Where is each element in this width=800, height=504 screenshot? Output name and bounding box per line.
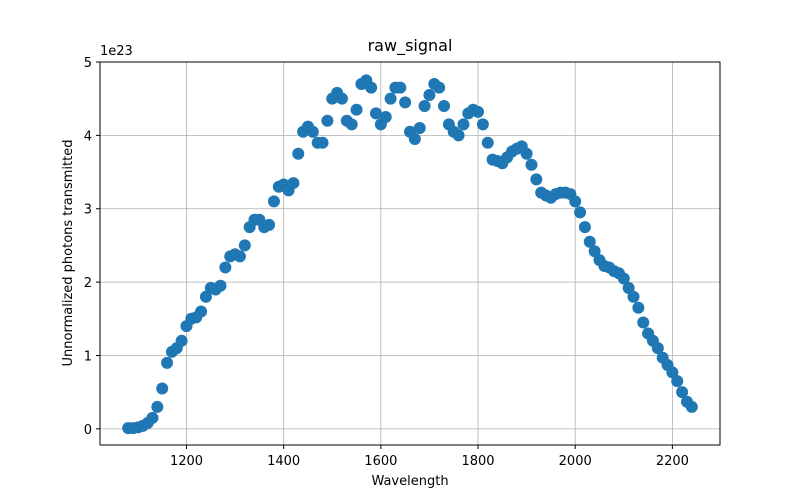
point [418, 100, 431, 113]
y-tick-label: 1 [84, 349, 92, 364]
point [399, 96, 412, 109]
point [365, 81, 378, 94]
point [199, 290, 212, 303]
point [476, 118, 489, 131]
point [369, 107, 382, 120]
x-tick-label: 1200 [170, 454, 203, 469]
point [335, 92, 348, 105]
point [379, 111, 392, 124]
point [316, 136, 329, 149]
point [574, 206, 587, 219]
point [161, 356, 174, 369]
point [452, 129, 465, 142]
point [423, 89, 436, 102]
point [666, 366, 679, 379]
x-tick-label: 1600 [364, 454, 397, 469]
point [472, 105, 485, 118]
x-tick-label: 2000 [559, 454, 592, 469]
point [632, 301, 645, 314]
y-tick-label: 3 [84, 203, 92, 218]
point [146, 411, 159, 424]
y-tick-label: 0 [84, 423, 92, 438]
point [651, 342, 664, 355]
point [637, 316, 650, 329]
point [345, 118, 358, 131]
point [578, 221, 591, 234]
point [481, 136, 494, 149]
point [530, 173, 543, 186]
point [671, 375, 684, 388]
point [617, 272, 630, 285]
point [263, 218, 276, 231]
point [287, 177, 300, 190]
point [583, 235, 596, 248]
y-offset-label: 1e23 [100, 44, 133, 59]
grid [100, 61, 720, 445]
point [588, 245, 601, 258]
point [350, 103, 363, 116]
point [676, 386, 689, 399]
chart-title: raw_signal [368, 36, 453, 56]
x-axis-label: Wavelength [371, 474, 448, 489]
y-axis-label: Unnormalized photons transmitted [61, 140, 76, 367]
point [413, 122, 426, 135]
point [321, 114, 334, 127]
point [292, 147, 305, 160]
x-tick-label: 1800 [461, 454, 494, 469]
y-tick-label: 5 [84, 56, 92, 71]
x-tick-label: 2200 [656, 454, 689, 469]
point [238, 239, 251, 252]
point [175, 334, 188, 347]
y-tick-label: 2 [84, 276, 92, 291]
point [219, 261, 232, 274]
point [214, 279, 227, 292]
y-tick-label: 4 [84, 129, 92, 144]
point [408, 133, 421, 146]
point [569, 195, 582, 208]
point [685, 400, 698, 413]
point [267, 195, 280, 208]
point [195, 305, 208, 318]
point [627, 290, 640, 303]
point [622, 281, 635, 294]
point [384, 92, 397, 105]
points [122, 74, 698, 435]
point [233, 250, 246, 263]
point [438, 100, 451, 113]
point [520, 147, 533, 160]
plot-frame [99, 61, 721, 446]
point [306, 125, 319, 138]
point [394, 81, 407, 94]
x-tick-label: 1400 [267, 454, 300, 469]
point [525, 158, 538, 171]
point [457, 118, 470, 131]
point [156, 382, 169, 395]
point [433, 81, 446, 94]
point [151, 400, 164, 413]
